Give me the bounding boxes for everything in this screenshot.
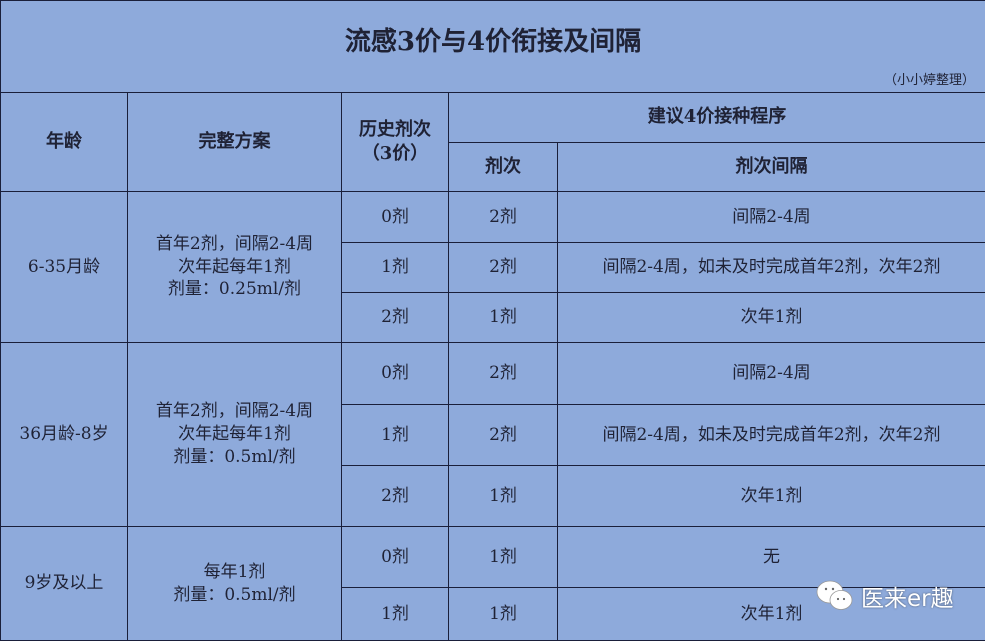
plan-line: 次年起每年1剂: [178, 424, 291, 445]
header-history-label: 历史剂次: [359, 118, 431, 140]
table-row: 2剂 1剂 次年1剂: [1, 292, 985, 343]
credit: （小小婷整理）: [883, 73, 975, 89]
table-row: 9岁及以上 每年1剂 剂量：0.5ml/剂 0剂 1剂 无: [0, 526, 985, 641]
history-cell: 2剂: [341, 292, 449, 343]
header-history: 历史剂次 （3价）: [341, 92, 449, 192]
plan-line: 次年起每年1剂: [178, 256, 291, 277]
header-interval: 剂次间隔: [557, 142, 985, 192]
header-age: 年龄: [0, 92, 128, 192]
doses-cell: 1剂: [448, 526, 558, 588]
table-row: 2剂 1剂 次年1剂: [1, 465, 985, 527]
header-recommend: 建议4价接种程序: [448, 92, 985, 143]
table-row: 1剂 2剂 间隔2-4周，如未及时完成首年2剂，次年2剂: [1, 242, 985, 293]
wechat-icon: [816, 580, 853, 610]
interval-cell: 次年1剂: [557, 465, 985, 527]
interval-cell: 间隔2-4周: [557, 342, 985, 405]
history-cell: 0剂: [341, 342, 449, 405]
header-plan: 完整方案: [127, 92, 342, 192]
age-cell: 36月龄-8岁: [0, 342, 128, 527]
table-row: 6-35月龄 首年2剂，间隔2-4周 次年起每年1剂 剂量：0.25ml/剂 0剂 …: [0, 191, 985, 343]
plan-line: 首年2剂，间隔2-4周: [155, 401, 314, 422]
interval-cell: 无: [557, 526, 985, 588]
plan-line: 剂量：0.25ml/剂: [167, 279, 302, 300]
doses-cell: 1剂: [448, 292, 558, 343]
plan-line: 剂量：0.5ml/剂: [173, 584, 296, 605]
table-row: 1剂 1剂 次年1剂: [1, 587, 985, 641]
interval-cell: 间隔2-4周，如未及时完成首年2剂，次年2剂: [557, 242, 985, 293]
history-cell: 1剂: [341, 242, 449, 293]
plan-line: 每年1剂: [203, 561, 266, 582]
table-row: 36月龄-8岁 首年2剂，间隔2-4周 次年起每年1剂 剂量：0.5ml/剂 0剂 …: [0, 342, 985, 527]
history-cell: 1剂: [341, 404, 449, 466]
plan-cell: 首年2剂，间隔2-4周 次年起每年1剂 剂量：0.5ml/剂: [127, 342, 342, 527]
history-cell: 0剂: [341, 191, 449, 243]
doses-cell: 2剂: [448, 404, 558, 466]
table-row: 1剂 2剂 间隔2-4周，如未及时完成首年2剂，次年2剂: [1, 404, 985, 466]
plan-line: 剂量：0.5ml/剂: [173, 446, 296, 467]
doses-cell: 2剂: [448, 242, 558, 293]
plan-line: 首年2剂，间隔2-4周: [155, 233, 314, 254]
history-cell: 1剂: [341, 587, 449, 641]
page-title: 流感3价与4价衔接及间隔: [344, 26, 642, 57]
doses-cell: 2剂: [448, 342, 558, 405]
interval-cell: 次年1剂: [557, 292, 985, 343]
title-cell: 流感3价与4价衔接及间隔 （小小婷整理）: [0, 0, 985, 93]
plan-cell: 首年2剂，间隔2-4周 次年起每年1剂 剂量：0.25ml/剂: [127, 191, 342, 343]
header-history-sub: （3价）: [361, 143, 429, 164]
interval-cell: 次年1剂: [557, 587, 985, 641]
header-doses: 剂次: [448, 142, 558, 192]
history-cell: 2剂: [341, 465, 449, 527]
watermark: 医来er趣: [815, 579, 954, 613]
age-cell: 9岁及以上: [0, 526, 128, 641]
interval-cell: 间隔2-4周，如未及时完成首年2剂，次年2剂: [557, 404, 985, 466]
watermark-text: 医来er趣: [861, 586, 954, 612]
interval-cell: 间隔2-4周: [557, 191, 985, 243]
doses-cell: 2剂: [448, 191, 558, 243]
plan-cell: 每年1剂 剂量：0.5ml/剂: [127, 526, 342, 641]
age-cell: 6-35月龄: [0, 191, 128, 343]
doses-cell: 1剂: [448, 587, 558, 641]
doses-cell: 1剂: [448, 465, 558, 527]
history-cell: 0剂: [341, 526, 449, 588]
